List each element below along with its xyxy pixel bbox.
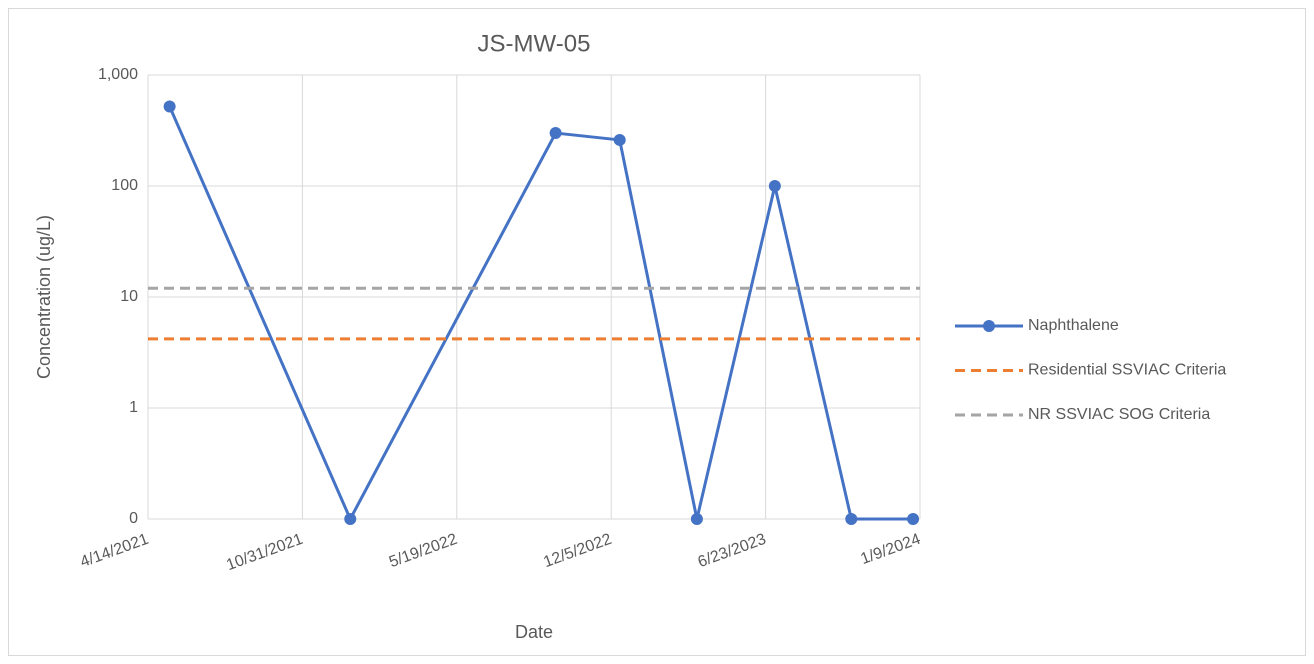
- y-tick-label: 10: [120, 288, 138, 305]
- y-axis-label: Concentration (ug/L): [34, 215, 54, 379]
- point: [690, 513, 703, 525]
- point: [163, 100, 176, 113]
- legend-label: Naphthalene: [1028, 317, 1119, 334]
- point: [613, 133, 626, 146]
- point: [549, 127, 562, 140]
- legend-label: NR SSVIAC SOG Criteria: [1028, 406, 1210, 423]
- series-line: [168, 105, 914, 523]
- point: [845, 513, 858, 525]
- y-tick-label: 1,000: [98, 66, 138, 83]
- chart-title: JS-MW-05: [478, 30, 591, 57]
- legend-marker: [983, 320, 995, 332]
- point: [907, 513, 920, 525]
- y-tick-label: 100: [111, 177, 138, 194]
- legend-label: Residential SSVIAC Criteria: [1028, 362, 1226, 379]
- y-tick-label: 0: [129, 510, 138, 527]
- point: [344, 513, 357, 525]
- point: [768, 180, 781, 192]
- chart-border: [8, 8, 1306, 656]
- y-tick-label: 1: [129, 399, 138, 416]
- x-axis-label: Date: [515, 622, 553, 642]
